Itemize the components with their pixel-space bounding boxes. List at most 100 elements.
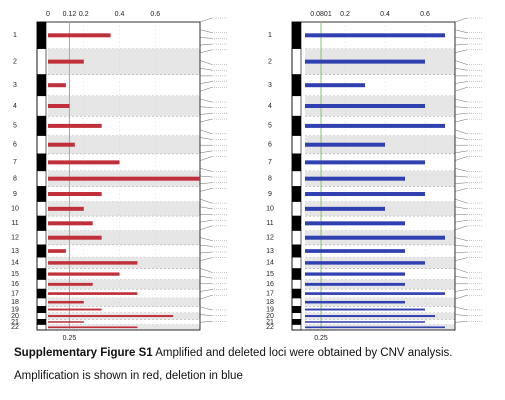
chromosome-label: 22: [266, 324, 274, 331]
x-tick-label: 0.12: [63, 11, 77, 18]
bar: [305, 142, 385, 147]
chromosome-label: 11: [11, 220, 18, 227]
chromosome-label: 19: [11, 306, 19, 313]
connector: [454, 81, 468, 84]
connector: [199, 118, 213, 123]
connector: [454, 198, 468, 204]
ideogram-block: [36, 115, 47, 136]
ideogram-block: [291, 268, 302, 280]
bar: [48, 83, 66, 88]
row-band: [48, 135, 200, 154]
connector: [199, 289, 213, 292]
connector: [199, 150, 213, 154]
connector: [454, 29, 468, 33]
ideogram-block: [36, 244, 47, 258]
ideogram-block: [291, 306, 302, 313]
ideogram-block: [36, 201, 47, 217]
connector: [454, 37, 468, 39]
ideogram-block: [36, 288, 47, 299]
ideogram-block: [36, 153, 47, 172]
bar: [305, 59, 425, 64]
connector: [199, 98, 213, 103]
bar: [305, 272, 405, 276]
caption-line-1: Supplementary Figure S1 Amplified and de…: [14, 347, 453, 359]
caption-text: Amplified and deleted loci were obtained…: [155, 347, 453, 359]
bar: [305, 104, 425, 109]
chromosome-label: 14: [266, 260, 274, 267]
chromosome-label: 16: [11, 281, 19, 288]
connector: [454, 129, 468, 134]
bar: [305, 249, 405, 253]
connector: [454, 206, 468, 209]
connector: [454, 137, 468, 140]
bottom-label: 0.25: [63, 335, 77, 342]
ideogram-block: [36, 135, 47, 155]
connector: [454, 314, 468, 316]
chromosome-label: 2: [268, 58, 272, 65]
ideogram-block: [36, 186, 47, 202]
connector: [454, 295, 468, 300]
bar: [305, 33, 445, 38]
connector: [199, 220, 213, 223]
x-tick-label: 0.4: [115, 11, 125, 18]
chromosome-label: 5: [268, 123, 272, 130]
ideogram-block: [36, 319, 47, 325]
ideogram-block: [36, 256, 47, 269]
bar: [48, 261, 138, 265]
connector: [199, 257, 213, 261]
connector: [199, 29, 213, 33]
chromosome-label: 14: [11, 260, 19, 267]
connector: [199, 225, 213, 231]
x-tick-label: 0.2: [340, 11, 350, 18]
chromosome-label: 7: [268, 159, 272, 166]
bar: [48, 300, 84, 304]
chromosome-label: 20: [266, 313, 274, 320]
row-band: [48, 95, 200, 117]
bar: [305, 123, 445, 128]
connector: [199, 188, 213, 192]
ideogram-block: [291, 288, 302, 299]
connector: [199, 306, 213, 311]
connector: [199, 43, 213, 46]
ideogram-block: [291, 201, 302, 217]
ideogram-block: [291, 244, 302, 258]
ideogram-block: [36, 95, 47, 117]
bar: [48, 326, 138, 329]
ideogram-block: [291, 170, 302, 187]
connector: [454, 275, 468, 279]
connector: [454, 257, 468, 261]
connector: [454, 43, 468, 46]
connector: [199, 168, 213, 172]
connector: [454, 289, 468, 292]
connector: [454, 98, 468, 103]
chromosome-label: 10: [266, 206, 274, 213]
connector: [454, 245, 468, 247]
connector: [454, 49, 468, 53]
chromosome-label: 6: [268, 142, 272, 149]
connector: [454, 156, 468, 161]
bar: [48, 33, 111, 38]
caption-title: Supplementary Figure S1: [14, 347, 153, 359]
bar: [48, 59, 84, 64]
connector: [199, 275, 213, 279]
ideogram-block: [36, 230, 47, 246]
ideogram-block: [291, 230, 302, 246]
connector: [454, 237, 468, 241]
x-tick-label: 0.4: [380, 11, 390, 18]
bar: [48, 272, 120, 276]
chromosome-label: 15: [11, 271, 19, 278]
chromosome-label: 8: [13, 176, 17, 183]
chromosome-label: 12: [11, 235, 19, 242]
bar: [305, 308, 425, 311]
chromosome-label: 7: [13, 159, 17, 166]
chromosome-label: 8: [268, 176, 272, 183]
connector: [199, 49, 213, 53]
bar: [48, 308, 102, 311]
ideogram-block: [291, 297, 302, 307]
bar: [48, 176, 200, 181]
bar: [305, 315, 435, 318]
x-tick-label: 0.0801: [310, 11, 332, 18]
connector: [454, 225, 468, 231]
bar: [305, 206, 385, 211]
connector: [454, 321, 468, 323]
